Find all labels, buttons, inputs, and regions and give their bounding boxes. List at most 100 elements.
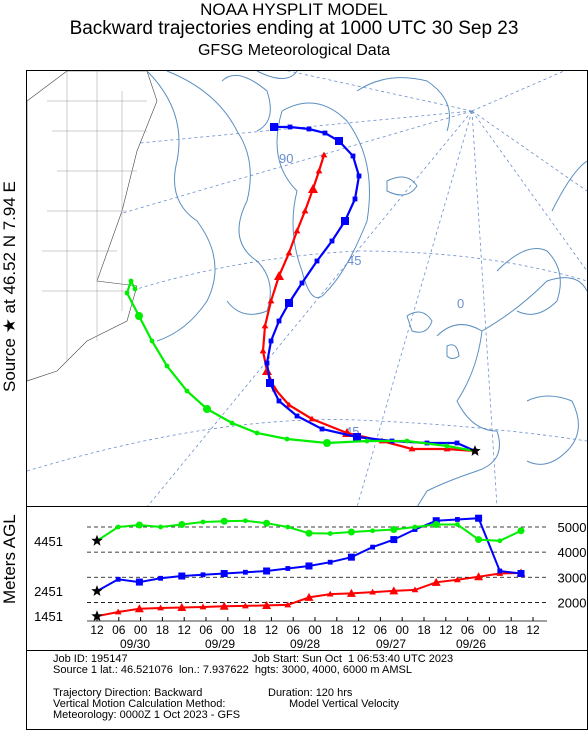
height-point	[135, 521, 143, 529]
trajectory-marker	[284, 436, 290, 442]
height-point	[327, 531, 333, 536]
x-tick-label: 12	[90, 623, 104, 637]
duration: Duration: 120 hrs	[268, 687, 353, 699]
date-label: 09/30	[120, 637, 150, 650]
trajectory-marker	[285, 401, 293, 408]
height-point	[455, 522, 460, 527]
trajectory-marker	[270, 123, 278, 131]
x-tick-label: 06	[461, 623, 475, 637]
height-point	[346, 588, 356, 597]
x-tick-label: 18	[505, 623, 519, 637]
height-point	[517, 527, 525, 535]
x-tick-label: 12	[265, 623, 279, 637]
x-tick-label: 00	[483, 623, 497, 637]
x-tick-label: 18	[156, 623, 170, 637]
trajectory-direction: Trajectory Direction: Backward	[53, 687, 203, 699]
trajectory-marker	[320, 151, 328, 158]
trajectory-marker	[274, 271, 284, 280]
trajectory-marker	[266, 379, 274, 387]
meters-vertical-label: Meters AGL	[0, 514, 19, 604]
height-point	[178, 572, 186, 580]
x-tick-label: 12	[352, 623, 366, 637]
height-point	[390, 526, 398, 534]
height-point	[390, 536, 398, 544]
trajectory-marker	[124, 290, 130, 296]
trajectory-marker	[444, 443, 450, 449]
trajectory-marker	[404, 438, 410, 444]
height-point	[262, 600, 272, 609]
trajectory-line	[125, 278, 476, 453]
x-tick-label: 12	[439, 623, 453, 637]
trajectory-marker	[353, 433, 361, 441]
date-label: 09/29	[205, 637, 235, 650]
trajectory-marker	[294, 413, 300, 419]
trajectory-marker	[132, 286, 138, 292]
height-point	[115, 524, 121, 530]
height-point	[263, 567, 271, 575]
source-info: Source 1 lat.: 46.521076 lon.: 7.937622 …	[53, 664, 412, 676]
x-tick-label: 06	[199, 623, 213, 637]
height-series	[91, 568, 526, 622]
trajectory-marker	[323, 439, 331, 447]
x-tick-label: 18	[417, 623, 431, 637]
height-point	[284, 601, 292, 608]
start-height-label: 1451	[34, 609, 63, 624]
height-point	[178, 520, 186, 528]
height-point	[135, 578, 143, 586]
job-id: Job ID: 195147	[53, 653, 128, 665]
trajectory-marker	[164, 363, 170, 369]
height-point	[412, 527, 418, 532]
title-line-1: NOAA HYSPLIT MODEL	[200, 0, 388, 19]
trajectory-marker	[128, 278, 134, 284]
height-profile-chart: 2000 3000 4000 5000 4451 2451 1451 12 06 00 18 12 06…	[26, 506, 588, 651]
height-point	[304, 592, 314, 601]
height-point	[497, 538, 503, 544]
x-tick-label: 18	[243, 623, 257, 637]
trajectory-marker	[267, 297, 275, 304]
date-label: 09/27	[376, 637, 406, 650]
height-point	[389, 586, 399, 595]
trajectory-marker	[135, 312, 143, 320]
height-point	[200, 572, 206, 578]
height-point	[219, 601, 229, 610]
map-grid-label: 0	[457, 296, 464, 311]
height-point	[220, 570, 228, 578]
height-point	[370, 528, 375, 534]
chart-title: Backward trajectories ending at 1000 UTC…	[69, 18, 519, 39]
job-info-panel: Job ID: 195147 Job Start: Sun Oct 1 06:5…	[26, 650, 588, 730]
trajectory-marker	[352, 196, 358, 202]
y-tick-label: 2000	[558, 595, 587, 610]
trajectory-marker	[308, 184, 318, 193]
height-point	[220, 517, 228, 525]
height-point	[475, 536, 483, 544]
date-label: 09/26	[456, 637, 486, 650]
height-point	[455, 517, 460, 522]
trajectory-marker	[364, 438, 370, 444]
trajectory-marker	[322, 130, 328, 136]
height-series	[91, 514, 525, 596]
trajectory-marker	[149, 338, 155, 344]
title-line-3: GFSG Meteorological Data	[197, 42, 391, 59]
trajectory-marker	[184, 388, 190, 394]
height-point	[454, 576, 461, 583]
start-star-icon	[91, 585, 103, 596]
height-point	[243, 518, 248, 524]
trajectory-marker	[319, 426, 325, 432]
vertical-method: Vertical Motion Calculation Method:	[53, 698, 226, 710]
trajectory-marker	[306, 126, 312, 132]
trajectory-marker	[285, 299, 293, 307]
height-point	[158, 524, 164, 530]
map-grid-label: 45	[347, 253, 361, 268]
height-point	[305, 529, 313, 537]
trajectory-marker	[276, 398, 282, 404]
x-tick-label: 00	[396, 623, 410, 637]
height-point	[347, 528, 355, 536]
height-point	[370, 544, 375, 550]
source-vertical-label: Source ★ at 46.52 N 7.94 E	[0, 181, 19, 392]
trajectory-marker	[264, 360, 270, 366]
map-coastlines	[27, 71, 587, 507]
source-star-icon	[469, 445, 481, 456]
trajectory-line	[265, 125, 476, 453]
